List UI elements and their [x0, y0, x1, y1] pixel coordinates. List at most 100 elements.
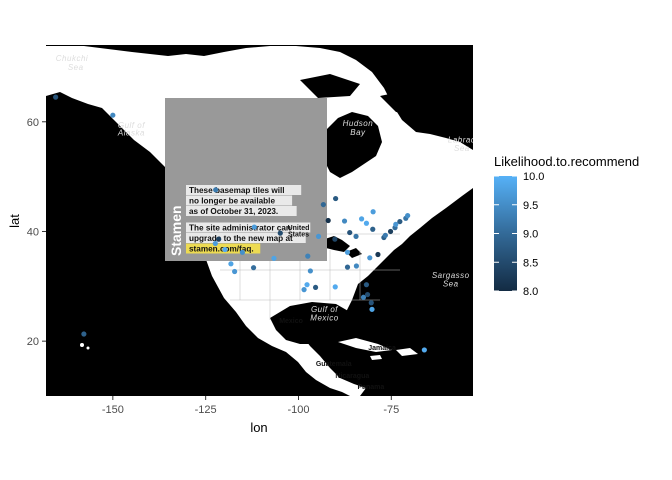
data-point [363, 220, 370, 226]
notice-line: These basemap tiles will [189, 186, 285, 195]
data-point [405, 212, 411, 219]
data-point [370, 209, 376, 215]
data-point [332, 236, 338, 242]
map-water-label: Chukchi [56, 54, 88, 63]
data-point [332, 284, 338, 290]
data-point [393, 221, 399, 227]
arctic-channels [300, 46, 473, 116]
gulf-of-mexico [270, 302, 350, 344]
data-point [53, 94, 59, 100]
data-point [370, 226, 376, 232]
x-tick-label: -75 [383, 404, 399, 416]
y-axis-title: lat [7, 214, 22, 228]
hawaii-island [80, 343, 84, 347]
data-point [344, 264, 351, 270]
x-tick-label: -125 [195, 404, 217, 416]
x-tick-label: -100 [287, 404, 309, 416]
data-point [368, 300, 374, 306]
legend-ticks: 10.0 9.5 9.0 8.5 8.0 [494, 171, 544, 298]
data-point [304, 282, 310, 288]
data-point [212, 240, 218, 247]
map-water-label: Gulf of [311, 305, 338, 314]
data-point [301, 287, 307, 293]
data-point [251, 224, 257, 230]
notice-highlight [186, 233, 306, 243]
map-country-label: Nicaragua [335, 373, 369, 380]
data-point [110, 112, 116, 118]
map-water-label: Gulf of [118, 121, 145, 130]
data-point [239, 249, 246, 255]
data-point [375, 251, 381, 258]
data-point [369, 306, 375, 312]
data-point [222, 246, 228, 253]
legend-colorbar [494, 176, 517, 291]
data-point [344, 249, 351, 255]
data-point [333, 195, 339, 202]
map-water-label: Mexico [310, 313, 338, 322]
legend-tick-label: 8.0 [523, 286, 538, 298]
notice-line: as of October 31, 2023. [189, 207, 278, 216]
x-axis-title: lon [250, 420, 267, 435]
data-point [421, 347, 427, 353]
map-country-label: United [288, 225, 310, 232]
data-point [367, 255, 373, 261]
hispaniola [396, 348, 418, 356]
notice-line: upgrade to the new map at [189, 234, 293, 243]
data-point [382, 232, 388, 238]
data-point [353, 233, 359, 240]
map-country-label: Mexico [279, 318, 303, 325]
data-point [312, 284, 319, 291]
map-country-label: Panama [357, 384, 384, 391]
stamen-wordmark: Stamen [168, 205, 184, 256]
data-point [277, 230, 283, 236]
map-water-label: Sea [443, 279, 459, 288]
data-point [307, 268, 313, 274]
notice-highlight [186, 222, 311, 233]
data-point [325, 217, 331, 224]
data-point [271, 255, 277, 261]
data-point [81, 331, 87, 337]
legend-tick-label: 9.5 [523, 200, 538, 212]
notice-line: no longer be available [189, 197, 275, 206]
color-legend: Likelihood.to.recommend 10.0 9.5 9.0 8.5 8.0 [494, 154, 639, 298]
y-tick-label: 60 [27, 117, 39, 129]
data-point [320, 201, 326, 208]
data-point [397, 218, 403, 225]
map-country-label: Jamaica [368, 345, 396, 352]
map-water-label: Sea [454, 144, 470, 153]
map-water-label: Labrad [448, 136, 476, 145]
data-points [53, 94, 427, 353]
notice-line: The site administrator can [189, 224, 291, 233]
jamaica-island [370, 355, 382, 360]
data-point [216, 236, 222, 242]
data-point [341, 218, 348, 224]
x-axis: -150 -125 -100 -75 [102, 396, 399, 416]
legend-tick-label: 10.0 [523, 171, 544, 183]
tile-notice-text: These basemap tiles will no longer be ava… [186, 185, 311, 254]
legend-title: Likelihood.to.recommend [494, 154, 639, 169]
y-axis: 20 40 60 [27, 117, 46, 348]
legend-tick-label: 9.0 [523, 229, 538, 241]
map-country-label: Guatemala [316, 361, 352, 368]
map-water-label: Hudson [343, 119, 374, 128]
data-point [347, 229, 353, 236]
notice-highlight [186, 185, 302, 195]
x-tick-label: -150 [102, 404, 124, 416]
map-water-label: Alaska [117, 128, 145, 137]
great-lakes [322, 236, 362, 258]
data-point [364, 291, 371, 298]
data-point [360, 294, 367, 300]
data-point [315, 233, 322, 240]
data-point [353, 263, 360, 269]
data-point [228, 261, 234, 267]
map-country-label: States [288, 231, 309, 238]
cuba [338, 338, 392, 352]
data-point [359, 216, 365, 222]
map-water-label: Sea [68, 63, 84, 72]
y-tick-label: 20 [27, 336, 39, 348]
data-point [250, 265, 257, 271]
data-point [387, 228, 394, 235]
notice-highlight [186, 206, 297, 216]
